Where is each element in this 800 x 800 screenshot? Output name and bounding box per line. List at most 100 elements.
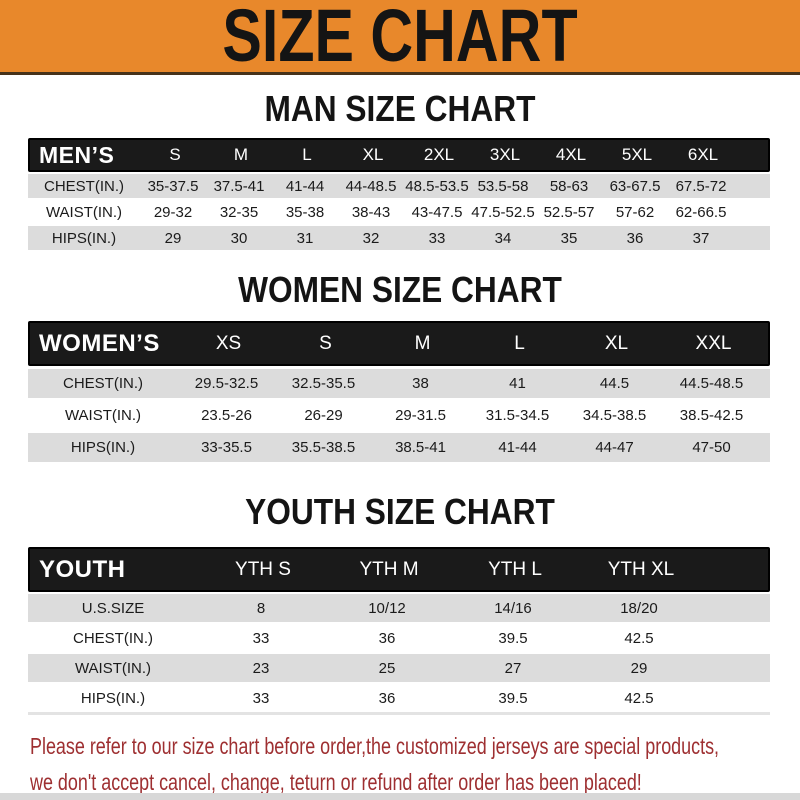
size-cell: 26-29	[304, 407, 343, 424]
table-row: CHEST(IN.) 33 36 39.5 42.5	[28, 624, 770, 652]
column-header: YTH L	[488, 558, 542, 580]
size-cell: 32-35	[219, 203, 259, 221]
size-cell: 34	[494, 229, 512, 247]
size-cell: 36	[626, 229, 644, 247]
column-header: S	[169, 145, 181, 164]
table-row: WAIST(IN.) 23 25 27 29	[28, 654, 770, 682]
size-cell: 37	[692, 229, 710, 247]
size-cell: 57-62	[615, 203, 655, 221]
row-label: WAIST(IN.)	[64, 407, 142, 424]
youth-size-table: YOUTH YTH S YTH M YTH L YTH XL U.S.SIZE 8 10/12…	[28, 547, 770, 715]
size-cell: 41	[509, 375, 526, 392]
size-cell: 53.5-58	[477, 177, 529, 195]
row-label: HIPS(IN.)	[51, 229, 117, 247]
size-cell: 32.5-35.5	[291, 375, 356, 392]
size-cell: 39.5	[498, 629, 528, 647]
table-header-row: WOMEN’S XS S M L XL XXL	[28, 321, 770, 366]
size-cell: 35	[560, 229, 578, 247]
size-cell: 43-47.5	[411, 203, 463, 221]
column-header: 3XL	[489, 145, 521, 164]
size-cell: 29-31.5	[395, 407, 446, 424]
youth-size-chart-heading-text: YOUTH SIZE CHART	[245, 491, 555, 532]
size-cell: 10/12	[368, 599, 406, 617]
size-cell: 62-66.5	[675, 203, 727, 221]
size-cell: 29	[630, 659, 648, 677]
size-cell: 37.5-41	[213, 177, 265, 195]
size-cell: 38.5-41	[395, 439, 446, 456]
table-corner-label: MEN’S	[39, 141, 115, 168]
size-cell: 63-67.5	[609, 177, 661, 195]
size-cell: 48.5-53.5	[405, 177, 469, 195]
table-row: U.S.SIZE 8 10/12 14/16 18/20	[28, 594, 770, 622]
table-row: CHEST(IN.) 29.5-32.5 32.5-35.5 38 41 44.5 44.5…	[28, 369, 770, 398]
size-cell: 35-37.5	[147, 177, 199, 195]
size-cell: 44.5	[599, 375, 630, 392]
column-header: 6XL	[687, 145, 719, 164]
size-cell: 38.5-42.5	[679, 407, 744, 424]
size-cell: 34.5-38.5	[582, 407, 647, 424]
column-header: 2XL	[423, 145, 455, 164]
column-header: YTH XL	[607, 558, 675, 580]
table-corner-label: YOUTH	[39, 555, 126, 583]
size-cell: 30	[230, 229, 248, 247]
table-row: HIPS(IN.) 33-35.5 35.5-38.5 38.5-41 41-44 44-…	[28, 433, 770, 462]
size-cell: 29	[164, 229, 182, 247]
size-cell: 23	[252, 659, 270, 677]
row-label: CHEST(IN.)	[63, 375, 143, 392]
size-cell: 33	[428, 229, 446, 247]
row-label: WAIST(IN.)	[45, 203, 123, 221]
column-header: 4XL	[555, 145, 587, 164]
youth-size-chart-heading: YOUTH SIZE CHART	[0, 493, 800, 531]
column-header: XL	[604, 332, 629, 354]
size-cell: 38-43	[351, 203, 391, 221]
table-row: HIPS(IN.) 29 30 31 32 33 34 35 36 37	[28, 226, 770, 250]
table-row: CHEST(IN.) 35-37.5 37.5-41 41-44 44-48.5 48.5…	[28, 174, 770, 198]
size-cell: 31	[296, 229, 314, 247]
size-cell: 33	[252, 689, 270, 707]
size-cell: 18/20	[620, 599, 658, 617]
man-size-chart-heading: MAN SIZE CHART	[0, 90, 800, 128]
table-row: WAIST(IN.) 29-32 32-35 35-38 38-43 43-47.5 47.…	[28, 200, 770, 224]
size-cell: 47.5-52.5	[471, 203, 535, 221]
size-cell: 41-44	[498, 439, 537, 456]
size-cell: 38	[412, 375, 429, 392]
row-label: CHEST(IN.)	[44, 177, 124, 195]
size-cell: 35.5-38.5	[291, 439, 356, 456]
size-cell: 58-63	[549, 177, 589, 195]
row-label: HIPS(IN.)	[80, 689, 146, 707]
table-header-row: MEN’S S M L XL 2XL 3XL 4XL 5XL 6XL	[28, 138, 770, 172]
column-header: XL	[362, 145, 384, 164]
size-cell: 36	[378, 629, 396, 647]
size-cell: 32	[362, 229, 380, 247]
column-header: L	[514, 332, 525, 354]
table-row: HIPS(IN.) 33 36 39.5 42.5	[28, 684, 770, 712]
size-cell: 23.5-26	[201, 407, 252, 424]
table-row: WAIST(IN.) 23.5-26 26-29 29-31.5 31.5-34.5 34…	[28, 401, 770, 430]
table-header-row: YOUTH YTH S YTH M YTH L YTH XL	[28, 547, 770, 592]
column-header: XS	[215, 332, 242, 354]
size-cell: 14/16	[494, 599, 532, 617]
size-cell: 27	[504, 659, 522, 677]
size-cell: 42.5	[624, 689, 654, 707]
man-size-chart-heading-text: MAN SIZE CHART	[264, 88, 536, 129]
column-header: S	[319, 332, 332, 354]
column-header: XXL	[695, 332, 732, 354]
footer-note-line1: Please refer to our size chart before or…	[30, 733, 720, 759]
women-size-chart-heading: WOMEN SIZE CHART	[0, 271, 800, 309]
size-cell: 44.5-48.5	[679, 375, 744, 392]
size-cell: 33-35.5	[201, 439, 252, 456]
column-header: M	[414, 332, 431, 354]
size-cell: 36	[378, 689, 396, 707]
row-label: CHEST(IN.)	[73, 629, 153, 647]
column-header: 5XL	[621, 145, 653, 164]
size-cell: 39.5	[498, 689, 528, 707]
footer-note-line2: we don't accept cancel, change, teturn o…	[30, 769, 642, 795]
size-cell: 47-50	[692, 439, 731, 456]
column-header: YTH M	[359, 558, 419, 580]
table-corner-label: WOMEN’S	[39, 329, 160, 357]
size-cell: 67.5-72	[675, 177, 727, 195]
women-size-chart-heading-text: WOMEN SIZE CHART	[238, 269, 562, 310]
womens-size-table: WOMEN’S XS S M L XL XXL CHEST(IN.) 29.5-32.5 32.5…	[28, 321, 770, 462]
mens-size-table: MEN’S S M L XL 2XL 3XL 4XL 5XL 6XL CHEST(IN.) 35-37…	[28, 138, 770, 250]
size-cell: 25	[378, 659, 396, 677]
